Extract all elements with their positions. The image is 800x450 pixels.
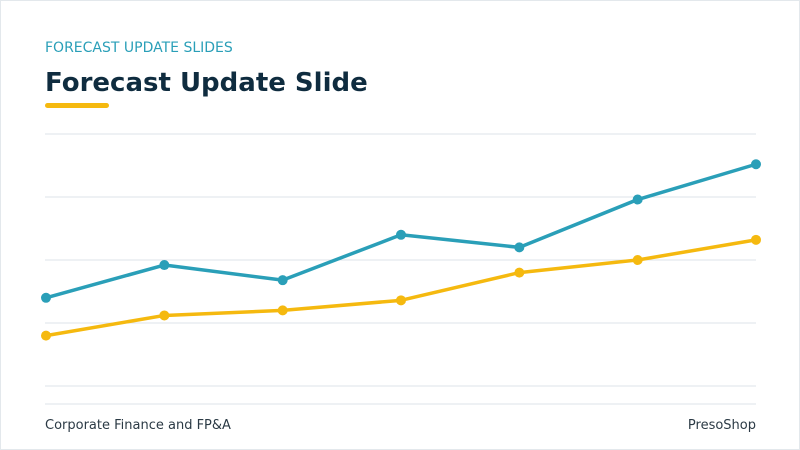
- plot: [41, 133, 761, 387]
- footer-left: Corporate Finance and FP&A: [45, 418, 231, 433]
- data-point: [632, 194, 643, 205]
- title-underline: [45, 103, 109, 108]
- kicker: FORECAST UPDATE SLIDES: [45, 40, 233, 56]
- data-point: [396, 295, 406, 306]
- data-point: [751, 159, 761, 170]
- data-point: [514, 267, 525, 278]
- data-point: [41, 292, 51, 303]
- data-point: [277, 275, 288, 286]
- data-point: [41, 330, 51, 341]
- series-line: [45, 238, 757, 338]
- data-point: [632, 255, 643, 265]
- data-point: [751, 234, 761, 245]
- footer-right: PresoShop: [688, 418, 756, 433]
- slide-title: Forecast Update Slide: [45, 68, 368, 98]
- data-point: [159, 260, 170, 271]
- data-point: [396, 229, 406, 240]
- data-point: [159, 310, 170, 321]
- data-point: [514, 242, 525, 253]
- data-point: [277, 305, 288, 316]
